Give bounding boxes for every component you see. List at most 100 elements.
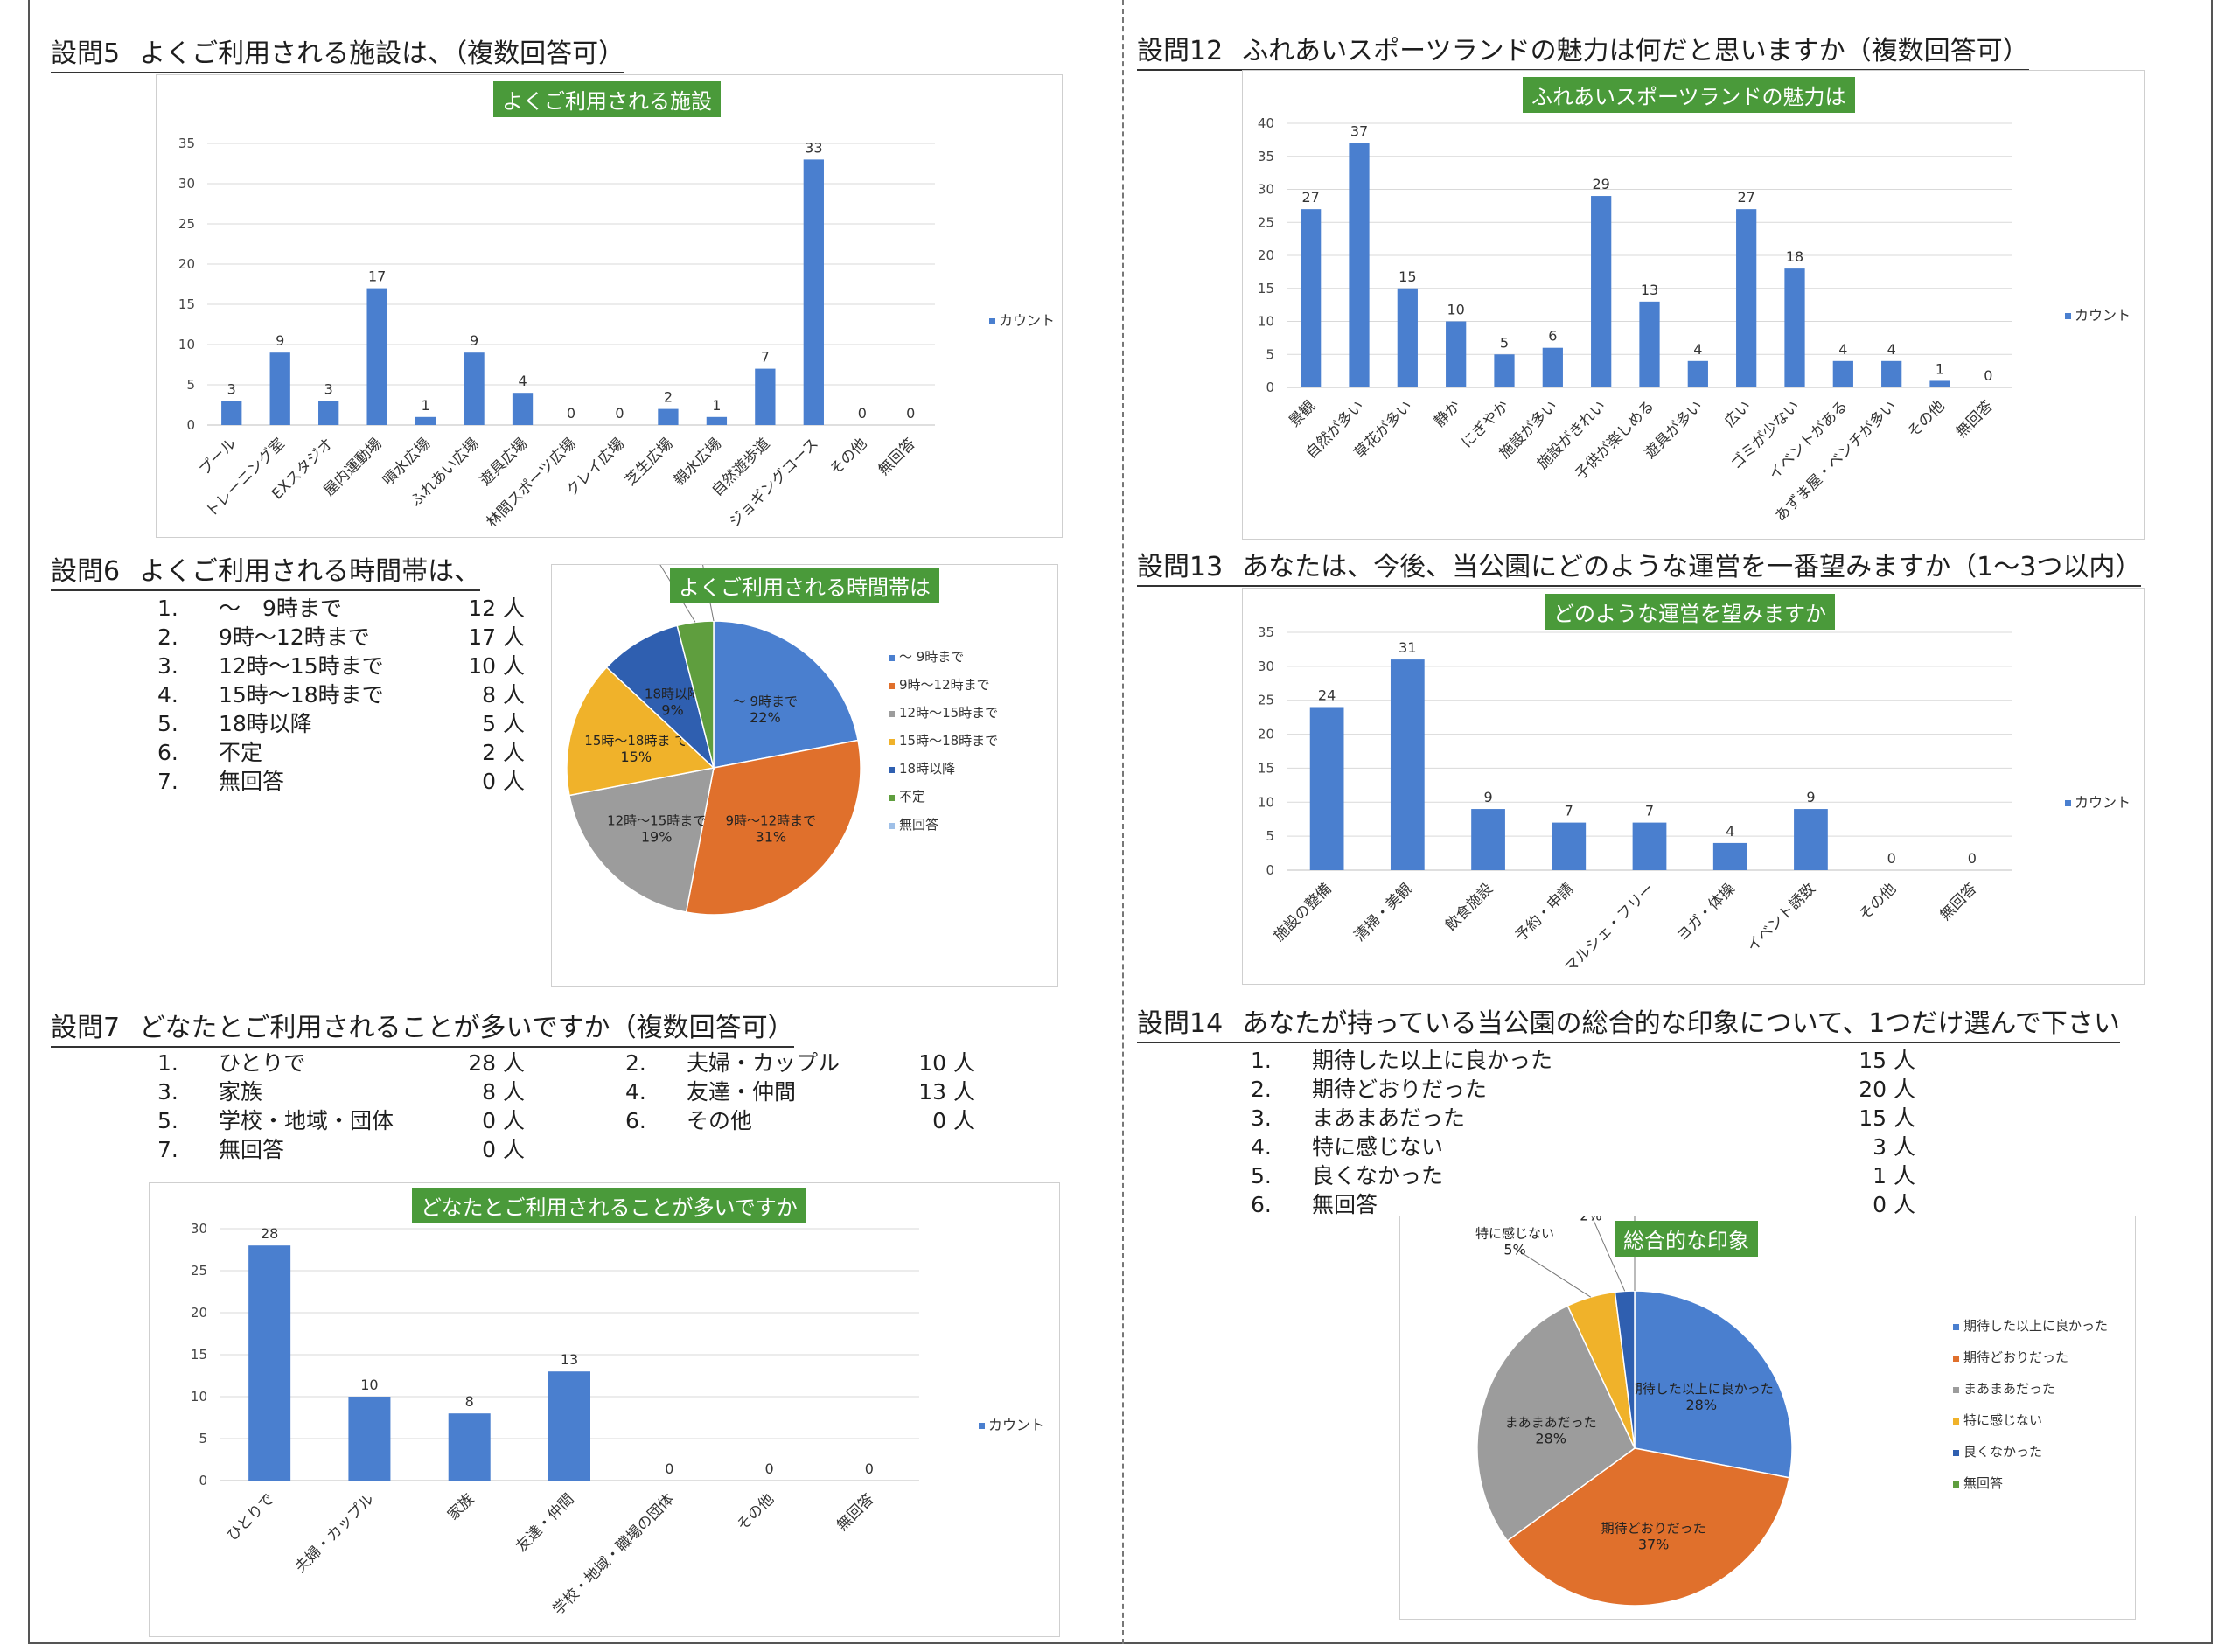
list-item-number: 7. [157,769,178,794]
q12-bar-chart: 051015202530354027景観37自然が多い15草花が多い10静か5に… [1258,115,2131,526]
list-item-label: 期待した以上に良かった [1312,1048,1553,1073]
bar-data-label: 27 [1737,189,1754,206]
list-item: 6. 不定 2 人 [157,739,525,767]
list-item: 1. ひとりで 28 人 [157,1049,525,1077]
bar-data-label: 37 [1350,123,1368,140]
slice-percent: 28% [1535,1430,1566,1446]
list-item-count: 15 人 [1859,1048,1915,1073]
list-item-label: その他 [687,1108,753,1133]
bar [755,368,776,425]
list-item-number: 5. [1251,1163,1272,1188]
bar [512,393,534,425]
list-item-number: 1. [1251,1048,1272,1073]
category-label: 無回答 [875,435,919,478]
list-item-count: 0 人 [482,1108,525,1133]
bar-data-label: 13 [1641,282,1658,298]
bar-data-label: 9 [1806,789,1815,805]
bar [548,1371,590,1481]
legend-label: カウント [2075,307,2131,324]
y-tick-label: 0 [1266,380,1274,395]
category-label: 無回答 [1936,880,1980,924]
legend-marker [2065,800,2071,806]
y-tick-label: 0 [199,1473,207,1488]
category-label: 無回答 [834,1490,877,1534]
list-item-label: 12時～15時まで [219,653,384,679]
y-tick-label: 30 [178,176,195,192]
category-label: マルシェ・フリー [1561,880,1657,976]
y-tick-label: 5 [186,377,195,393]
bar [269,352,290,425]
q13-heading: 設問13 あなたは、今後、当公園にどのような運営を一番望みますか（1～3つ以内） [1137,545,2142,587]
q14-title: あなたが持っている当公園の総合的な印象について、1つだけ選んで下さい [1242,1008,2120,1039]
category-label: 予約・申請 [1512,880,1577,944]
y-tick-label: 0 [186,417,195,433]
bar-data-label: 5 [1500,334,1509,351]
legend-label: 無回答 [899,817,938,833]
bar-data-label: 0 [1968,850,1977,867]
q6-chart-title: よくご利用される時間帯は [670,568,939,603]
q5-heading: 設問5 よくご利用される施設は、（複数回答可） [51,31,625,73]
q12-title: ふれあいスポーツランドの魅力は何だと思いますか（複数回答可） [1242,36,2029,66]
legend-label: 18時以降 [899,761,955,777]
q7-answer-list-right: 2. 夫婦・カップル 10 人 4. 友達・仲間 13 人 6. その他 0 人 [625,1049,975,1141]
legend-marker [1953,1387,1959,1393]
bar [1349,143,1370,387]
q12-chart-title: ふれあいスポーツランドの魅力は [1523,77,1855,113]
list-item-number: 2. [625,1050,646,1076]
bar [366,288,387,425]
list-item: 3. 12時～15時まで 10 人 [157,652,525,680]
q5-bar-chart: 051015202530353プール9トレーニング室3EXスタジオ17屋内運動場… [178,136,1055,531]
bar [1736,209,1757,387]
legend-marker [889,683,895,689]
slice-percent: 22% [750,709,781,726]
bar-data-label: 29 [1592,176,1609,192]
list-item-number: 4. [1251,1134,1272,1160]
bar-data-label: 8 [465,1393,474,1410]
list-item: 1. 期待した以上に良かった 15 人 [1251,1047,2038,1075]
bar [348,1397,391,1481]
q5-chart-panel: よくご利用される施設 0 5 10 15 20 25 30 35 3 プール 9 トレーニング室 3 EX… [156,74,1063,538]
category-label: 景観 [1286,397,1319,430]
leader-line [1590,1214,1626,1292]
y-tick-label: 25 [1258,693,1274,708]
category-label: 広い [1721,397,1754,430]
q13-bar-chart: 0 5 10 15 20 25 30 35 24 施設の整備 31 清掃・美観 9 飲食施設 7 予約・申請 7… [1258,624,2131,977]
list-item-count: 13 人 [918,1079,975,1105]
y-tick-label: 15 [191,1347,207,1363]
slice-percent: 19% [641,828,673,845]
bar [318,401,339,425]
category-label: 芝生広場 [622,435,676,489]
q14-heading: 設問14 あなたが持っている当公園の総合的な印象について、1つだけ選んで下さい [1137,1001,2120,1043]
list-item-label: ひとりで [219,1050,306,1076]
y-tick-label: 20 [178,256,195,272]
legend-marker [889,767,895,773]
q7-number: 設問7 [51,1013,121,1043]
legend-label: 期待どおりだった [1963,1349,2068,1365]
slice-label: 12時～15時まで [607,812,706,828]
list-item-number: 4. [157,682,178,708]
bar-data-label: 0 [906,405,915,422]
list-item: 1. ～ 9時まで 12 人 [157,595,525,623]
pie-slice [1634,1290,1793,1479]
category-label: プール [196,435,240,478]
y-tick-label: 5 [1266,346,1274,362]
y-tick-label: 15 [178,296,195,312]
y-tick-label: 30 [1258,182,1274,198]
category-label: イベント誘致 [1744,880,1819,955]
q5-number: 設問5 [51,38,121,69]
category-label: 友達・仲間 [513,1490,577,1555]
list-item-label: 良くなかった [1312,1163,1444,1188]
bar-data-label: 17 [368,268,386,285]
list-item-label: 友達・仲間 [687,1079,797,1105]
q13-title: あなたは、今後、当公園にどのような運営を一番望みますか（1～3つ以内） [1242,552,2142,582]
bar [658,408,679,425]
q7-chart-title: どなたとご利用されることが多いですか [412,1188,806,1223]
list-item-count: 15 人 [1859,1105,1915,1131]
list-item-count: 1 人 [1873,1163,1915,1188]
bar [221,401,242,425]
list-item-number: 3. [157,1079,178,1105]
q6-heading: 設問6 よくご利用される時間帯は、 [51,549,481,591]
slice-label: 期待どおりだった [1601,1521,1706,1537]
bar [1881,360,1902,387]
category-label: 施設の整備 [1270,880,1335,944]
